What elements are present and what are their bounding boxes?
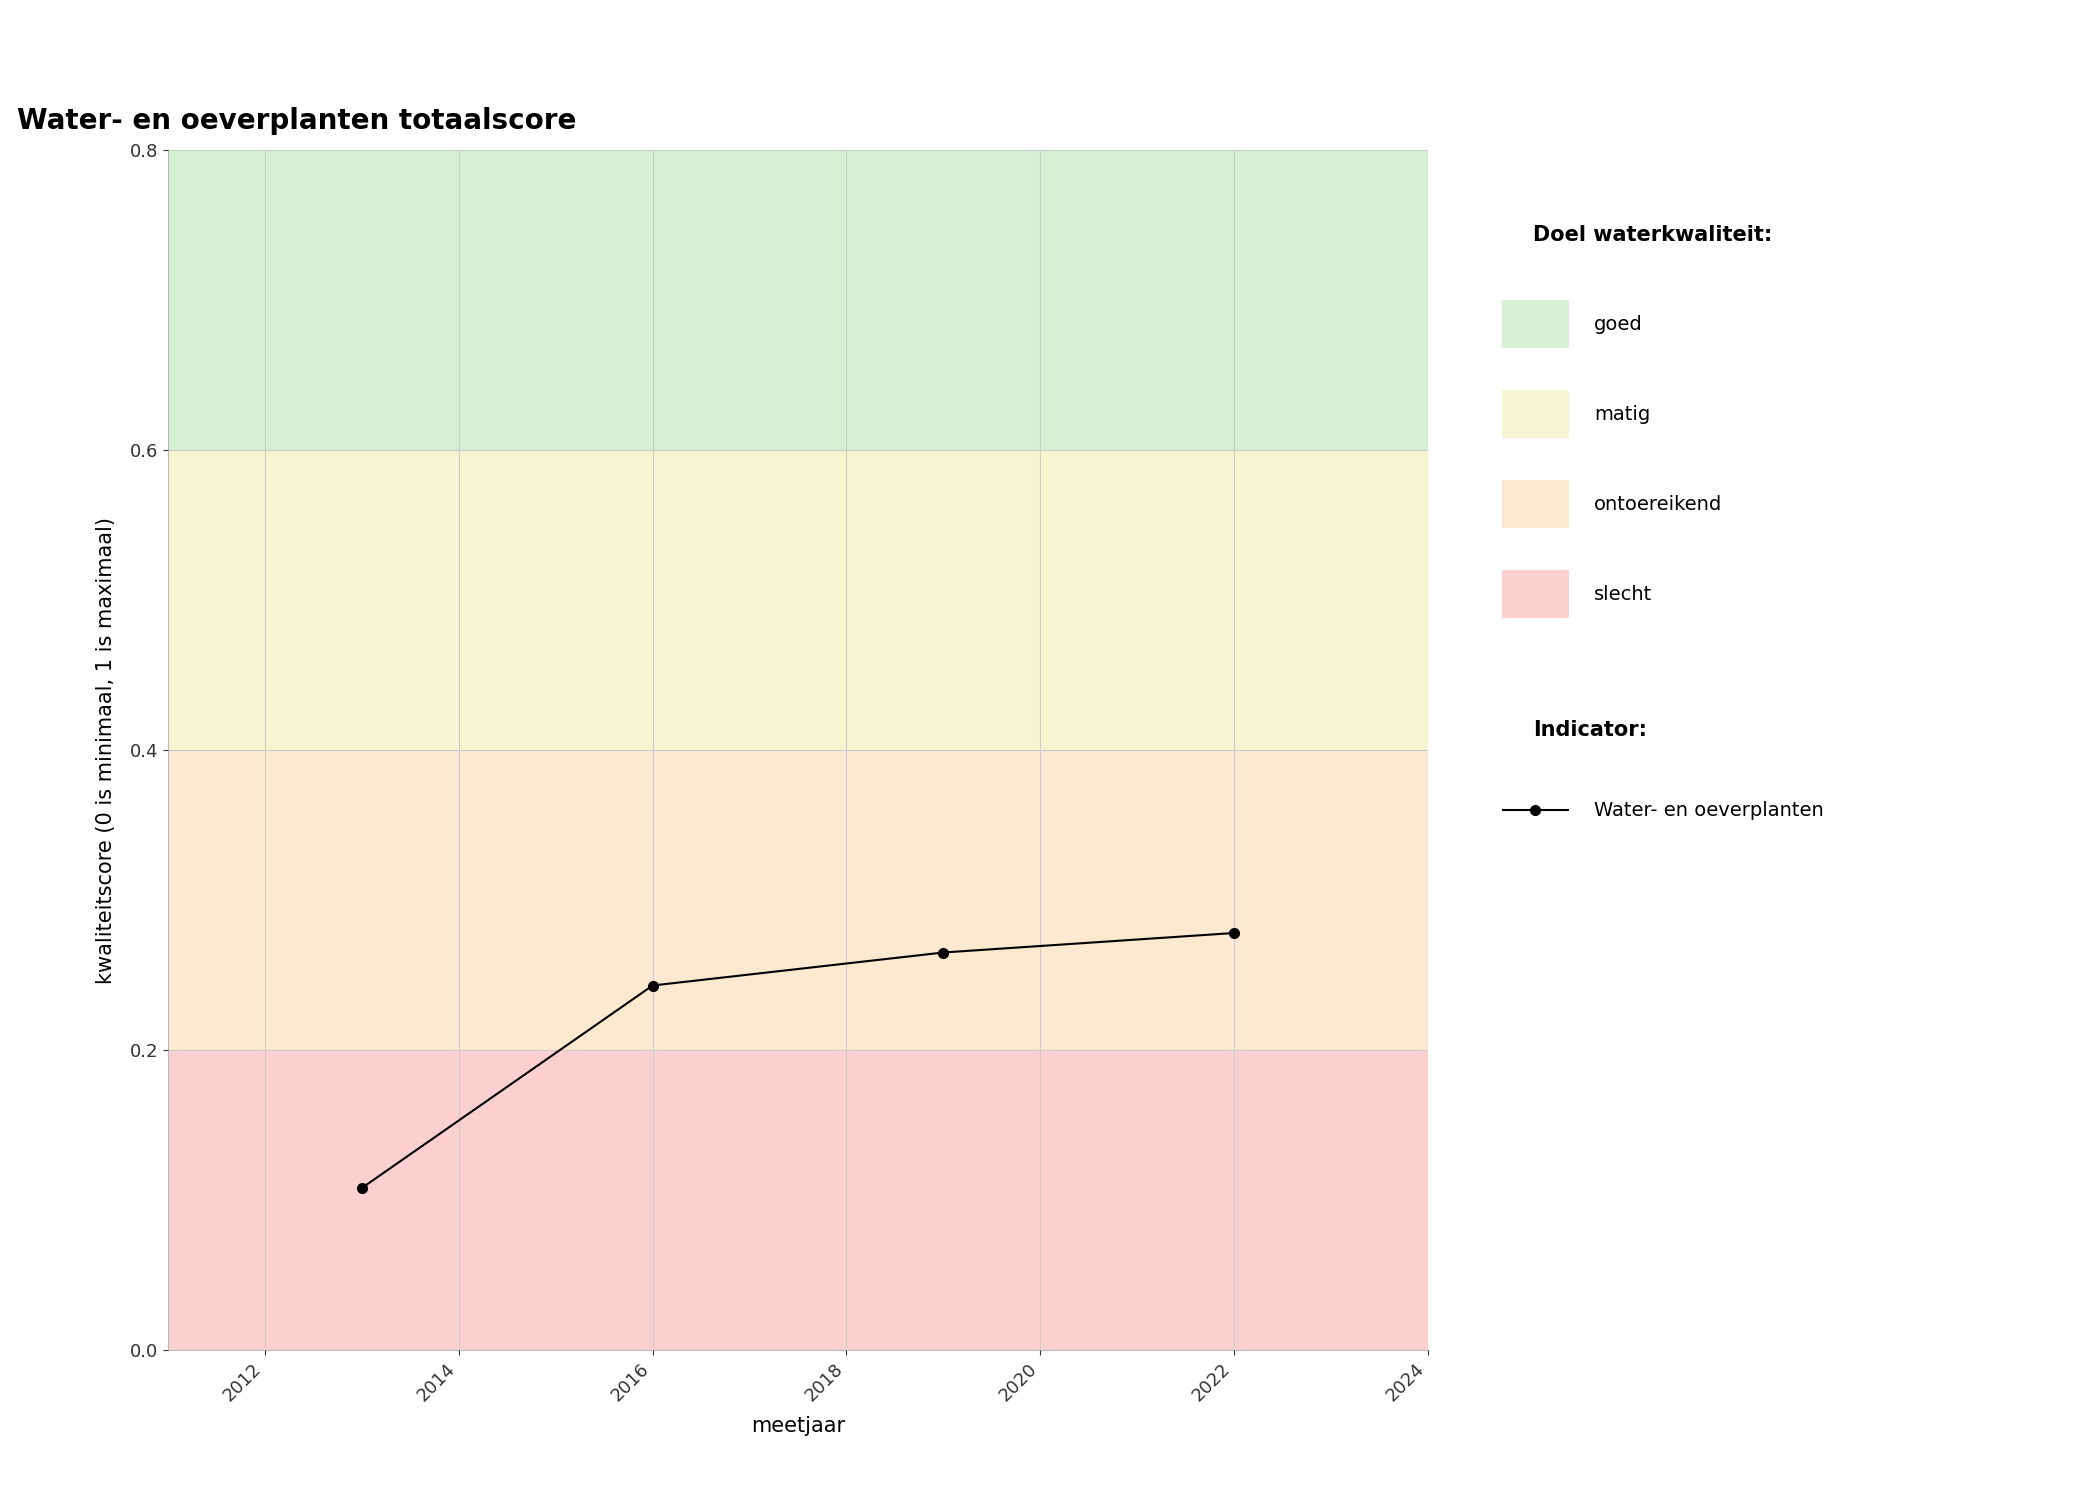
Text: slecht: slecht xyxy=(1594,585,1653,603)
Text: Water- en oeverplanten: Water- en oeverplanten xyxy=(1594,801,1823,819)
Text: Water- en oeverplanten totaalscore: Water- en oeverplanten totaalscore xyxy=(17,106,575,135)
Text: goed: goed xyxy=(1594,315,1642,333)
X-axis label: meetjaar: meetjaar xyxy=(752,1416,844,1436)
Bar xyxy=(168,750,1428,1050)
Text: ontoereikend: ontoereikend xyxy=(1594,495,1722,513)
Text: Doel waterkwaliteit:: Doel waterkwaliteit: xyxy=(1533,225,1772,245)
Bar xyxy=(168,1050,1428,1350)
Text: matig: matig xyxy=(1594,405,1651,423)
Bar xyxy=(168,450,1428,750)
Bar xyxy=(168,150,1428,450)
Text: Indicator:: Indicator: xyxy=(1533,720,1646,740)
Y-axis label: kwaliteitscore (0 is minimaal, 1 is maximaal): kwaliteitscore (0 is minimaal, 1 is maxi… xyxy=(97,516,116,984)
